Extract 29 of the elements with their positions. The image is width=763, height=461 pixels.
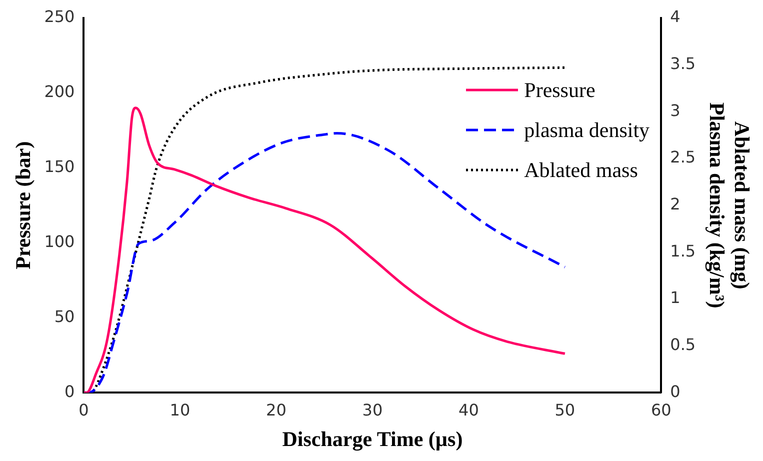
x-tick-label: 20 bbox=[266, 400, 286, 420]
x-tick-label: 10 bbox=[170, 400, 190, 420]
y2-tick-label: 2.5 bbox=[670, 148, 696, 167]
y2-tick-label: 3.5 bbox=[670, 54, 696, 73]
y2-tick-label: 3 bbox=[670, 100, 680, 120]
text: Ablated mass (mg) bbox=[730, 121, 754, 290]
y-tick-label: 100 bbox=[44, 232, 75, 251]
y-tick-label: 250 bbox=[44, 7, 75, 26]
legend-label: Ablated mass bbox=[524, 157, 638, 184]
y-tick-label: 50 bbox=[54, 306, 75, 326]
y2-tick-label: 0 bbox=[670, 382, 680, 401]
y-tick-label: 0 bbox=[64, 382, 75, 401]
y2-tick-label: 1.5 bbox=[670, 241, 696, 260]
legend-label: Pressure bbox=[524, 77, 596, 104]
y2-tick-label: 0.5 bbox=[670, 334, 696, 354]
y-axis-title: Pressure (bar) bbox=[11, 141, 36, 270]
y2-tick-label: 2 bbox=[670, 194, 680, 214]
legend-label: plasma density bbox=[524, 117, 650, 144]
y2-tick-label: 1 bbox=[670, 288, 680, 308]
y-tick-label: 150 bbox=[44, 156, 75, 176]
y2-tick-label: 4 bbox=[670, 7, 680, 26]
x-tick-label: 0 bbox=[78, 400, 89, 420]
x-tick-label: 40 bbox=[458, 400, 479, 420]
text: Plasma density (kg/m³) bbox=[704, 102, 729, 308]
x-tick-label: 50 bbox=[554, 400, 576, 420]
x-tick-label: 60 bbox=[650, 400, 672, 420]
x-tick-label: 30 bbox=[362, 400, 383, 420]
y-tick-label: 200 bbox=[44, 82, 75, 102]
x-axis-title: Discharge Time (µs) bbox=[282, 426, 463, 451]
